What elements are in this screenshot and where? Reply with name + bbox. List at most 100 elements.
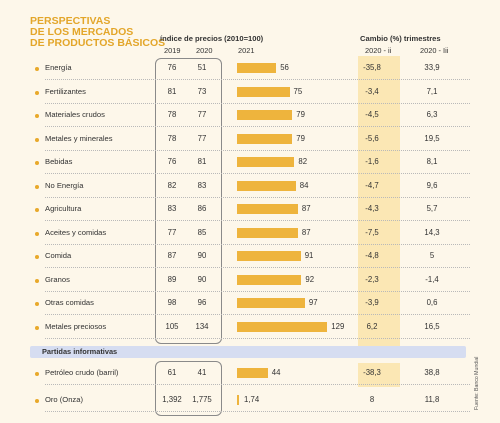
table-row: Otras comidas 98 96 -3,9 0,6 97 (30, 294, 470, 315)
change-q3: 16,5 (424, 321, 440, 331)
row-divider (45, 79, 470, 80)
bullet-icon (35, 67, 39, 71)
value-2020: 81 (197, 157, 207, 166)
value-2019: 98 (167, 298, 177, 307)
bar-2021 (237, 157, 295, 167)
bar-label-2021: 129 (331, 321, 345, 331)
bar-2021 (237, 63, 277, 73)
bar-2021 (237, 110, 293, 120)
row-divider (45, 149, 470, 151)
row-divider (45, 220, 470, 221)
value-2020: 41 (197, 368, 207, 377)
change-q2: -38,3 (363, 368, 381, 377)
row-label: Agricultura (45, 204, 82, 213)
row-label: Materiales crudos (45, 110, 105, 119)
change-q2: -5,6 (365, 133, 379, 143)
bullet-icon (35, 399, 39, 403)
row-label: Granos (45, 274, 70, 284)
bar-label-2021: 92 (305, 274, 315, 284)
value-2020: 51 (197, 63, 207, 72)
quarter-ii-header: 2020 - ii (365, 46, 392, 55)
value-2019: 78 (167, 110, 177, 119)
section-label: Partidas informativas (42, 347, 118, 356)
row-label: Fertilizantes (45, 86, 86, 96)
source-note: Fuente: Banco Mundial (474, 356, 480, 410)
bar-2021 (237, 204, 298, 214)
bullet-icon (35, 255, 39, 259)
change-q3: 14,3 (424, 227, 440, 237)
bar-2021 (237, 395, 239, 405)
chart-title: PERSPECTIVAS DE LOS MERCADOS DE PRODUCTO… (30, 16, 165, 49)
value-2019: 81 (167, 86, 177, 96)
year-columns-frame (155, 58, 222, 344)
table-row: Metales y minerales 78 77 -5,6 19,5 79 (30, 130, 470, 151)
value-2019: 82 (167, 180, 177, 190)
table-row: Oro (Onza) 1,392 1,775 8 11,8 1,74 (30, 391, 470, 412)
row-label: No Energía (45, 180, 84, 190)
bar-2021 (237, 274, 302, 285)
change-q2: -4,8 (365, 251, 379, 260)
row-divider (45, 314, 470, 315)
change-q2: 6,2 (366, 321, 378, 331)
bullet-icon (35, 137, 39, 142)
value-2020: 134 (195, 321, 209, 331)
value-2019: 61 (167, 368, 177, 377)
value-2020: 90 (197, 251, 207, 260)
row-divider (45, 384, 470, 385)
row-divider (45, 102, 470, 104)
bar-label-2021: 87 (301, 204, 311, 213)
value-2020: 85 (197, 227, 207, 237)
value-2020: 1,775 (192, 395, 212, 404)
bar-label-2021: 82 (298, 157, 308, 166)
value-2020: 73 (197, 86, 207, 96)
change-q2: -3,9 (365, 298, 379, 307)
value-2020: 96 (197, 298, 207, 307)
change-q3: 7,1 (426, 86, 438, 96)
bar-label-2021: 1,74 (244, 395, 260, 404)
index-header: índice de precios (2010=100) (160, 34, 264, 43)
table-row: No Energía 82 83 -4,7 9,6 84 (30, 177, 470, 198)
change-q3: 38,8 (424, 368, 440, 377)
change-highlight (358, 56, 400, 346)
row-label: Metales preciosos (45, 321, 107, 331)
change-q2: -2,3 (365, 274, 379, 284)
row-divider (45, 243, 470, 245)
bar-2021 (237, 321, 328, 332)
row-divider (45, 267, 470, 268)
bar-2021 (237, 180, 296, 191)
value-2019: 87 (167, 251, 177, 260)
change-q3: 5,7 (426, 204, 438, 213)
row-label: Bebidas (45, 157, 73, 166)
table-row: Metales preciosos 105 134 6,2 16,5 129 (30, 318, 470, 339)
bullet-icon (35, 161, 39, 165)
title-line-1: PERSPECTIVAS (30, 15, 111, 27)
value-2020: 77 (197, 133, 207, 143)
value-2019: 83 (167, 204, 177, 213)
row-divider (45, 411, 470, 412)
change-q3: 6,3 (426, 110, 438, 119)
row-label: Petróleo crudo (barril) (45, 368, 119, 377)
row-label: Comida (45, 251, 72, 260)
title-line-3: DE PRODUCTOS BÁSICOS (30, 37, 166, 49)
change-q2: -7,5 (365, 227, 379, 237)
change-q2: -1,6 (365, 157, 379, 166)
bar-2021 (237, 86, 290, 97)
year-columns-frame-memo (155, 361, 222, 416)
row-divider (45, 196, 470, 198)
bullet-icon (35, 208, 39, 212)
quarter-iii-header: 2020 - Iii (420, 46, 449, 55)
bullet-icon (35, 231, 39, 236)
change-highlight-memo (358, 363, 400, 387)
change-q3: 0,6 (426, 298, 438, 307)
title-line-2: DE LOS MERCADOS (30, 26, 134, 38)
table-row: Aceites y comidas 77 85 -7,5 14,3 87 (30, 224, 470, 245)
bar-label-2021: 44 (271, 368, 281, 377)
change-q2: 8 (369, 395, 375, 404)
year-2020-header: 2020 (196, 46, 213, 55)
change-q2: -4,3 (365, 204, 379, 213)
bullet-icon (35, 278, 39, 283)
table-row: Granos 89 90 -2,3 -1,4 92 (30, 271, 470, 292)
value-2019: 1,392 (162, 395, 182, 404)
change-header: Cambio (%) trimestres (360, 34, 441, 43)
bar-label-2021: 79 (296, 110, 305, 119)
